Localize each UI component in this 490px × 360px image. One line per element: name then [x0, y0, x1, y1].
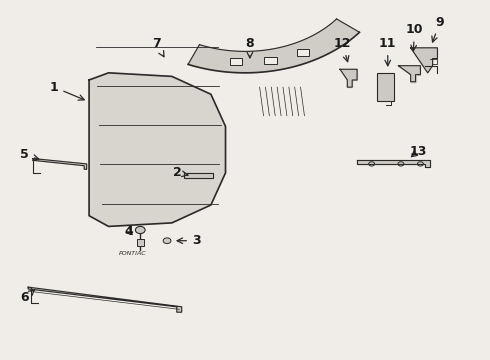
Polygon shape: [28, 287, 182, 312]
Circle shape: [135, 226, 145, 234]
Bar: [297, 49, 309, 56]
Text: 2: 2: [173, 166, 188, 179]
Text: 9: 9: [432, 15, 444, 42]
Text: 12: 12: [334, 37, 351, 62]
Polygon shape: [411, 48, 438, 73]
Polygon shape: [184, 173, 213, 178]
Polygon shape: [188, 19, 360, 73]
Polygon shape: [340, 69, 357, 87]
Polygon shape: [89, 73, 225, 226]
Text: 11: 11: [379, 37, 396, 66]
Text: 1: 1: [49, 81, 84, 100]
Text: 8: 8: [245, 37, 254, 58]
Circle shape: [163, 238, 171, 244]
Polygon shape: [398, 66, 420, 82]
Text: 3: 3: [177, 234, 200, 247]
Text: 7: 7: [152, 37, 164, 57]
Text: 10: 10: [406, 23, 423, 51]
FancyBboxPatch shape: [376, 73, 393, 102]
Text: 4: 4: [124, 225, 133, 238]
Bar: [265, 57, 276, 64]
Bar: [230, 58, 242, 66]
Text: 5: 5: [21, 148, 39, 162]
Polygon shape: [357, 160, 430, 167]
Text: 6: 6: [21, 290, 34, 305]
Bar: [137, 239, 144, 246]
Polygon shape: [33, 158, 87, 169]
Text: 13: 13: [409, 145, 427, 158]
Text: PONTIAC: PONTIAC: [119, 251, 147, 256]
